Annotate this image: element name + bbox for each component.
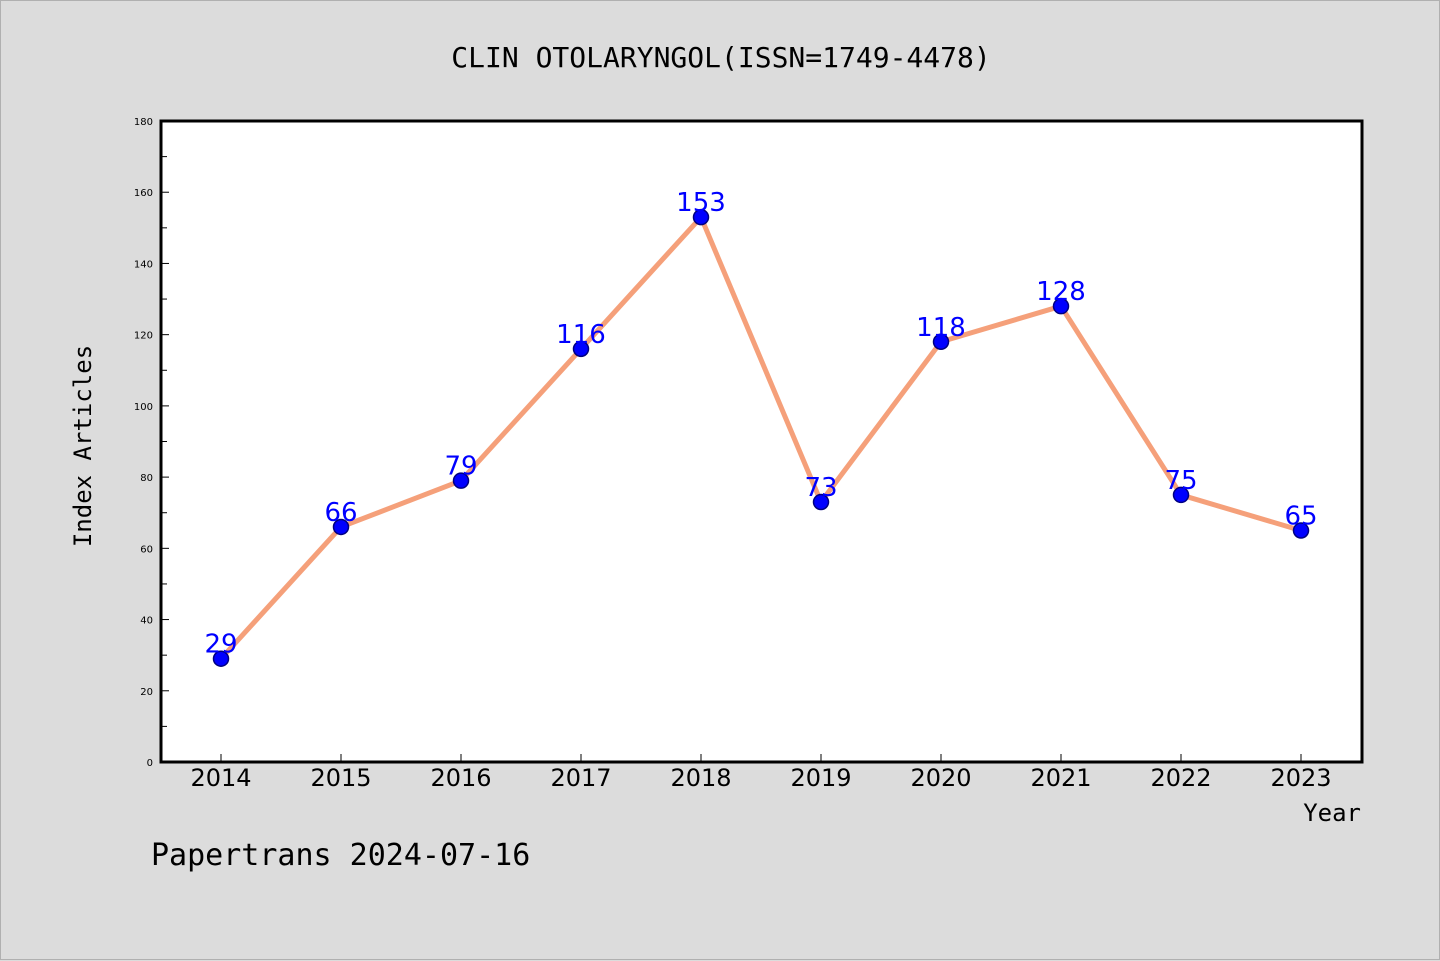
y-tick-label: 120: [134, 331, 153, 342]
y-tick-label: 40: [140, 616, 153, 627]
x-tick-label: 2017: [550, 764, 611, 792]
data-label: 79: [444, 452, 477, 482]
x-tick-label: 2015: [310, 764, 371, 792]
data-label: 128: [1036, 277, 1086, 307]
data-point: [212, 650, 230, 667]
y-tick-label: 180: [134, 117, 153, 128]
x-tick-label: 2023: [1270, 764, 1331, 792]
x-tick-label: 2014: [190, 764, 251, 792]
y-tick-label: 160: [134, 188, 153, 199]
x-axis-title: Year: [1303, 799, 1361, 827]
footer-watermark: Papertrans 2024-07-16: [151, 838, 530, 873]
data-label: 75: [1164, 466, 1197, 496]
data-point: [1172, 486, 1190, 504]
x-tick-label: 2022: [1150, 764, 1211, 792]
y-tick-label: 140: [134, 259, 153, 270]
data-point: [932, 333, 950, 351]
data-point: [1292, 522, 1310, 539]
data-point: [812, 493, 830, 511]
x-tick-label: 2019: [790, 764, 851, 792]
x-tick-label: 2021: [1030, 764, 1091, 792]
x-tick-label: 2020: [910, 764, 971, 792]
y-tick-label: 0: [147, 758, 153, 769]
y-axis: 0 20 40 60 80 100 120 140 160 180: [134, 117, 169, 769]
series-markers: [212, 208, 1310, 667]
chart-title: CLIN OTOLARYNGOL(ISSN=1749-4478): [451, 41, 990, 74]
data-point: [332, 518, 350, 536]
data-label: 65: [1284, 502, 1317, 532]
x-axis: 2014 2015 2016 2017 2018 2019 2020 2021 2022 2023: [190, 754, 1332, 792]
data-label: 116: [556, 320, 606, 350]
x-tick-label: 2016: [430, 764, 491, 792]
y-tick-label: 80: [140, 473, 153, 484]
data-labels: 29 66 79 116 153 73 118 128 75 65: [204, 188, 1317, 660]
series-line: [218, 214, 1304, 662]
data-point: [692, 208, 710, 226]
data-label: 66: [324, 498, 357, 528]
y-axis-title: Index Articles: [69, 345, 97, 547]
y-tick-label: 20: [140, 687, 153, 698]
y-tick-label: 100: [134, 402, 153, 413]
y-tick-label: 60: [140, 544, 153, 555]
data-point: [1052, 297, 1070, 315]
data-label: 153: [676, 188, 726, 218]
data-label: 29: [204, 630, 237, 660]
data-point: [452, 472, 470, 489]
data-point: [572, 340, 590, 358]
plot-area: [159, 119, 1364, 764]
x-tick-label: 2018: [670, 764, 731, 792]
data-label: 73: [804, 473, 837, 503]
data-label: 118: [916, 313, 966, 343]
